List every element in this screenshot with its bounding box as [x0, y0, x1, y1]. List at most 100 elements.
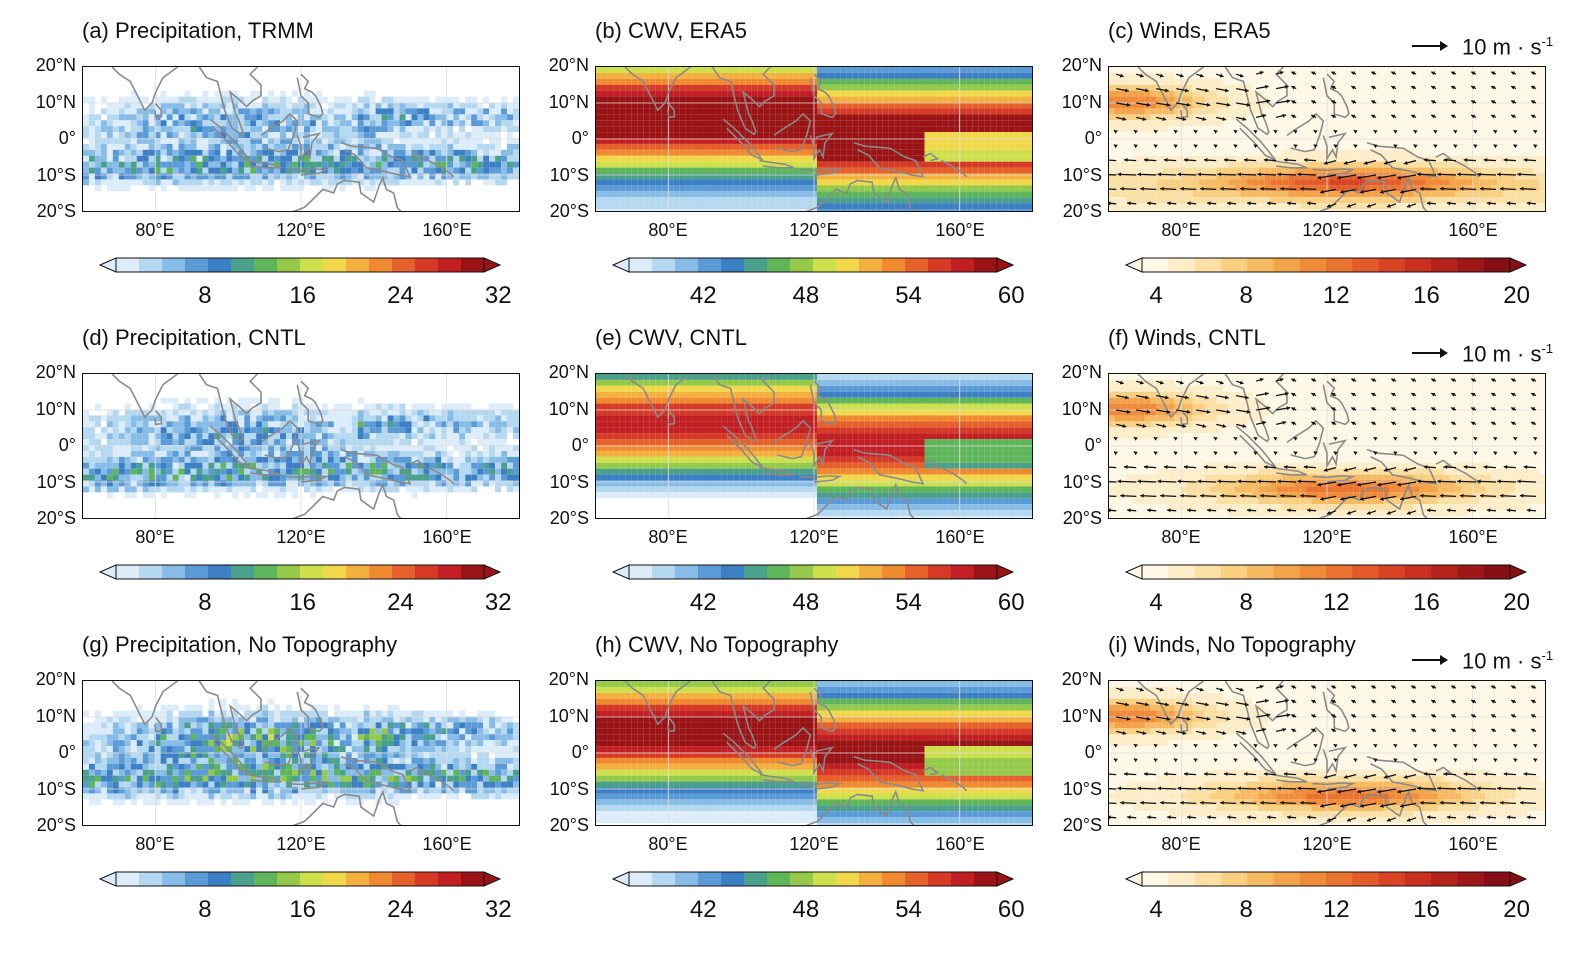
precip-cell — [232, 179, 239, 186]
cwv-cell — [846, 161, 853, 168]
wind-speed-cell — [1329, 138, 1336, 144]
wind-speed-cell — [1359, 96, 1366, 103]
wind-speed-cell — [1527, 102, 1534, 109]
wind-speed-cell — [1306, 108, 1313, 115]
precip-cell — [513, 167, 519, 174]
cwv-cell — [840, 96, 847, 103]
wind-speed-cell — [1467, 90, 1474, 97]
cwv-cell — [715, 120, 722, 127]
precip-cell — [274, 102, 281, 109]
wind-speed-cell — [1258, 67, 1265, 73]
cwv-cell — [930, 132, 937, 139]
precip-cell — [214, 155, 221, 162]
cwv-cell — [990, 167, 997, 174]
cwv-cell — [697, 114, 704, 121]
cwv-cell — [936, 132, 943, 139]
wind-speed-cell — [1419, 102, 1426, 109]
precip-cell — [208, 120, 215, 127]
wind-speed-cell — [1503, 138, 1510, 144]
wind-speed-cell — [1497, 161, 1504, 168]
cwv-cell — [906, 126, 913, 133]
wind-speed-cell — [1252, 78, 1259, 85]
cwv-cell — [894, 185, 901, 192]
wind-speed-cell — [1126, 209, 1133, 211]
cwv-cell — [667, 120, 674, 127]
cwv-cell — [984, 126, 991, 133]
wind-speed-cell — [1455, 96, 1462, 103]
cwv-cell — [781, 102, 788, 109]
cwv-cell — [1014, 132, 1021, 139]
precip-cell — [190, 108, 197, 115]
wind-speed-cell — [1449, 90, 1456, 97]
wind-speed-cell — [1144, 114, 1151, 121]
precip-cell — [465, 132, 472, 139]
wind-speed-cell — [1294, 120, 1301, 127]
wind-vector — [1293, 144, 1298, 149]
wind-speed-cell — [1431, 161, 1438, 168]
wind-speed-cell — [1282, 149, 1289, 156]
wind-speed-cell — [1294, 191, 1301, 198]
precip-cell — [88, 108, 95, 115]
cwv-cell — [661, 138, 668, 144]
wind-speed-cell — [1485, 108, 1492, 115]
cwv-cell — [936, 161, 943, 168]
wind-speed-cell — [1425, 149, 1432, 156]
wind-speed-cell — [1234, 173, 1241, 180]
cwv-cell — [607, 67, 614, 73]
cwv-cell — [601, 126, 608, 133]
wind-speed-cell — [1443, 90, 1450, 97]
cwv-cell — [960, 173, 967, 180]
wind-speed-cell — [1401, 102, 1408, 109]
wind-speed-cell — [1473, 185, 1480, 192]
wind-speed-cell — [1527, 161, 1534, 168]
precip-cell — [124, 132, 131, 139]
cwv-cell — [840, 197, 847, 204]
precip-cell — [154, 161, 161, 168]
cwv-cell — [972, 72, 979, 79]
cwv-cell — [828, 126, 835, 133]
cwv-cell — [936, 197, 943, 204]
cwv-cell — [607, 191, 614, 198]
wind-speed-cell — [1437, 161, 1444, 168]
wind-speed-cell — [1437, 197, 1444, 204]
wind-speed-cell — [1473, 149, 1480, 156]
cwv-cell — [625, 173, 632, 180]
cwv-cell — [882, 185, 889, 192]
cwv-cell — [882, 108, 889, 115]
wind-speed-cell — [1120, 161, 1127, 168]
cwv-cell — [900, 179, 907, 186]
wind-speed-cell — [1252, 102, 1259, 109]
cwv-cell — [631, 132, 638, 139]
cwv-cell — [1014, 114, 1021, 121]
wind-speed-cell — [1485, 78, 1492, 85]
cwv-cell — [691, 149, 698, 156]
wind-speed-cell — [1479, 161, 1486, 168]
wind-speed-cell — [1138, 78, 1145, 85]
wind-vector — [1167, 201, 1177, 206]
cwv-cell — [673, 167, 680, 174]
x-tick-label: 160°E — [1448, 220, 1498, 240]
cwv-cell — [1020, 102, 1027, 109]
wind-speed-cell — [1222, 197, 1229, 204]
cwv-cell — [936, 167, 943, 174]
precip-cell — [411, 179, 418, 186]
wind-speed-cell — [1258, 155, 1265, 162]
cwv-cell — [1008, 102, 1015, 109]
cwv-cell — [966, 72, 973, 79]
cwv-cell — [691, 167, 698, 174]
wind-speed-cell — [1509, 138, 1516, 144]
cwv-cell — [924, 126, 931, 133]
wind-speed-cell — [1192, 173, 1199, 180]
cwv-cell — [966, 161, 973, 168]
wind-speed-cell — [1204, 209, 1211, 211]
wind-speed-cell — [1377, 90, 1384, 97]
precip-cell — [411, 132, 418, 139]
cwv-cell — [691, 209, 698, 211]
cwv-cell — [858, 126, 865, 133]
wind-speed-cell — [1539, 185, 1545, 192]
cwv-cell — [954, 138, 961, 144]
precip-cell — [124, 120, 131, 127]
wind-speed-cell — [1228, 138, 1235, 144]
wind-speed-cell — [1437, 120, 1444, 127]
precip-cell — [232, 114, 239, 121]
